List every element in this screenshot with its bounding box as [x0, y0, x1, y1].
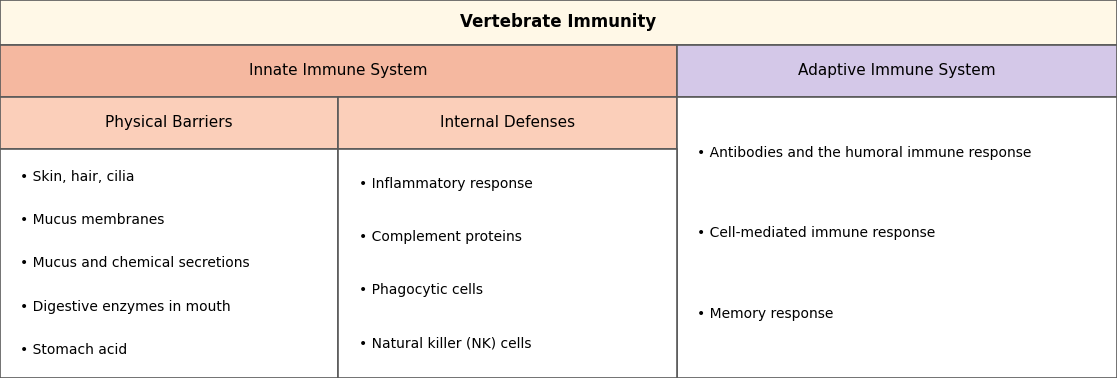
Bar [0, 97, 338, 149]
Text: • Skin, hair, cilia: • Skin, hair, cilia [20, 170, 135, 184]
Text: • Memory response: • Memory response [697, 307, 833, 321]
Text: • Inflammatory response: • Inflammatory response [359, 177, 533, 191]
Text: • Stomach acid: • Stomach acid [20, 343, 127, 357]
Bar [0, 45, 677, 97]
Text: • Digestive enzymes in mouth: • Digestive enzymes in mouth [20, 300, 231, 314]
Bar [677, 45, 1117, 97]
Text: Internal Defenses: Internal Defenses [440, 115, 575, 130]
Bar [0, 149, 338, 378]
Text: Adaptive Immune System: Adaptive Immune System [799, 63, 995, 78]
Text: • Natural killer (NK) cells: • Natural killer (NK) cells [359, 336, 531, 350]
Text: Vertebrate Immunity: Vertebrate Immunity [460, 13, 657, 31]
Text: • Phagocytic cells: • Phagocytic cells [359, 283, 483, 297]
Bar [338, 97, 677, 149]
Bar [338, 149, 677, 378]
Text: Physical Barriers: Physical Barriers [105, 115, 233, 130]
Text: • Mucus membranes: • Mucus membranes [20, 213, 164, 227]
Text: Innate Immune System: Innate Immune System [249, 63, 428, 78]
Text: • Cell-mediated immune response: • Cell-mediated immune response [697, 226, 935, 240]
Bar [0, 0, 1117, 45]
Text: • Complement proteins: • Complement proteins [359, 230, 522, 244]
Bar [677, 97, 1117, 378]
Text: • Mucus and chemical secretions: • Mucus and chemical secretions [20, 256, 250, 271]
Text: • Antibodies and the humoral immune response: • Antibodies and the humoral immune resp… [697, 146, 1031, 160]
